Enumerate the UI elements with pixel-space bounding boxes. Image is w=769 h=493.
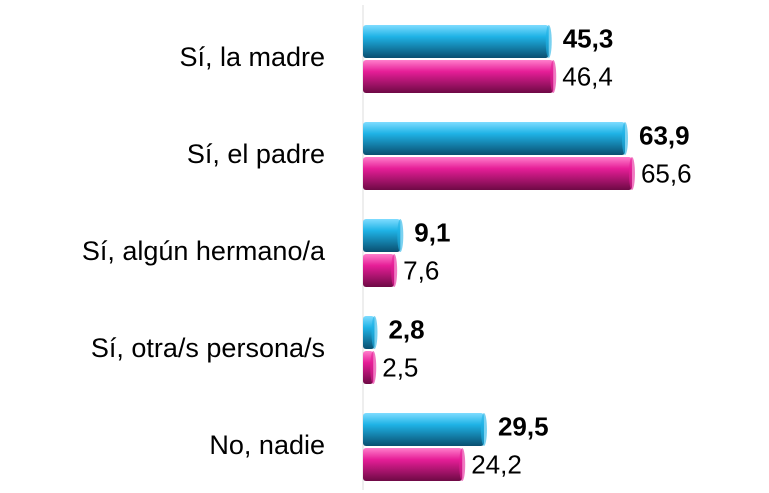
bar-cap [550, 60, 557, 93]
value-label: 29,5 [498, 411, 549, 441]
category-label: Sí, algún hermano/a [82, 236, 326, 266]
bar-cap [370, 351, 377, 384]
bar [363, 25, 549, 58]
bar-cap [397, 219, 404, 252]
bar [363, 448, 463, 481]
bar [363, 60, 554, 93]
value-label: 7,6 [403, 255, 439, 285]
value-label: 24,2 [471, 449, 522, 479]
value-label: 2,5 [382, 352, 418, 382]
bar [363, 122, 625, 155]
bar-cap [391, 254, 398, 287]
bar-cap [480, 413, 487, 446]
value-label: 46,4 [562, 61, 613, 91]
bar-cap [621, 122, 628, 155]
value-label: 2,8 [388, 314, 424, 344]
value-label: 65,6 [641, 158, 692, 188]
bar [363, 254, 395, 287]
bar-cap [545, 25, 552, 58]
bar-cap [371, 316, 378, 349]
bar [363, 316, 375, 349]
category-label: Sí, otra/s persona/s [91, 333, 325, 363]
category-label: Sí, el padre [187, 139, 325, 169]
bar [363, 157, 632, 190]
bar-cap [628, 157, 635, 190]
bar [363, 219, 401, 252]
value-label: 45,3 [563, 23, 614, 53]
value-label: 9,1 [414, 217, 450, 247]
bar [363, 413, 484, 446]
category-label: No, nadie [209, 430, 325, 460]
category-label: Sí, la madre [179, 42, 325, 72]
value-label: 63,9 [639, 120, 690, 150]
bar-cap [459, 448, 466, 481]
